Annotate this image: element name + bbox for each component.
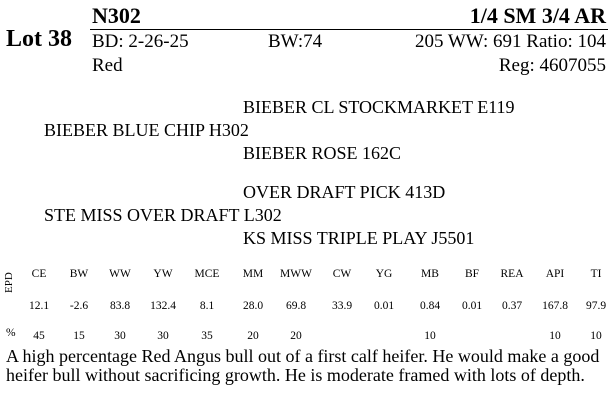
epd-percent-ww: 30 <box>114 330 126 342</box>
epd-value-mww: 69.8 <box>285 300 307 312</box>
epd-percent-ce: 45 <box>33 330 45 342</box>
weaning-data: 205 WW: 691 Ratio: 104 <box>414 31 606 52</box>
epd-header-mb: MB <box>421 268 439 280</box>
epd-value-yw: 132.4 <box>150 300 176 312</box>
breed-composition: 1/4 SM 3/4 AR <box>469 3 606 28</box>
epd-percent-api: 10 <box>549 330 561 342</box>
epd-value-mb: 0.84 <box>419 300 441 312</box>
pedigree-dam-dam: KS MISS TRIPLE PLAY J5501 <box>243 228 475 248</box>
lot-number: Lot 38 <box>6 26 72 52</box>
epd-header-ww: WW <box>109 268 131 280</box>
epd-value-yg: 0.01 <box>373 300 395 312</box>
pedigree-sire: BIEBER BLUE CHIP H302 <box>44 120 249 140</box>
epd-row-label: EPD <box>3 272 15 293</box>
color: Red <box>92 55 123 76</box>
epd-header-ti: TI <box>590 268 602 280</box>
pedigree-sire-sire: BIEBER CL STOCKMARKET E119 <box>243 97 515 117</box>
epd-percent-ti: 10 <box>590 330 602 342</box>
birth-date: BD: 2-26-25 <box>92 31 189 52</box>
header-divider <box>90 29 608 30</box>
epd-header-rea: REA <box>500 268 524 280</box>
pedigree-dam: STE MISS OVER DRAFT L302 <box>44 205 282 225</box>
epd-value-api: 167.8 <box>542 300 568 312</box>
birth-weight: BW:74 <box>268 31 323 52</box>
remarks: A high percentage Red Angus bull out of … <box>6 346 600 385</box>
epd-header-yw: YW <box>153 268 173 280</box>
epd-percent-yw: 30 <box>157 330 169 342</box>
epd-value-cw: 33.9 <box>331 300 353 312</box>
epd-header-ce: CE <box>31 268 47 280</box>
epd-value-ww: 83.8 <box>109 300 131 312</box>
epd-header-bw: BW <box>69 268 89 280</box>
epd-header-yg: YG <box>375 268 393 280</box>
epd-percent-bw: 15 <box>73 330 85 342</box>
epd-value-ce: 12.1 <box>28 300 50 312</box>
registration-number: Reg: 4607055 <box>498 55 606 76</box>
epd-header-mww: MWW <box>280 268 312 280</box>
epd-value-mce: 8.1 <box>199 300 215 312</box>
epd-header-cw: CW <box>332 268 352 280</box>
pedigree-dam-sire: OVER DRAFT PICK 413D <box>243 182 446 202</box>
epd-percent-mce: 35 <box>201 330 213 342</box>
epd-percent-mb: 10 <box>424 330 436 342</box>
epd-percent-mm: 20 <box>247 330 259 342</box>
animal-id: N302 <box>92 3 141 28</box>
epd-value-bf: 0.01 <box>461 300 483 312</box>
percent-row-label: % <box>6 327 16 339</box>
pedigree-sire-dam: BIEBER ROSE 162C <box>243 143 402 163</box>
epd-value-rea: 0.37 <box>501 300 523 312</box>
epd-value-ti: 97.9 <box>585 300 607 312</box>
epd-percent-mww: 20 <box>290 330 302 342</box>
epd-value-mm: 28.0 <box>242 300 264 312</box>
epd-header-mm: MM <box>242 268 264 280</box>
epd-header-api: API <box>545 268 565 280</box>
epd-header-bf: BF <box>464 268 480 280</box>
epd-value-bw: -2.6 <box>69 300 89 312</box>
epd-header-mce: MCE <box>194 268 220 280</box>
